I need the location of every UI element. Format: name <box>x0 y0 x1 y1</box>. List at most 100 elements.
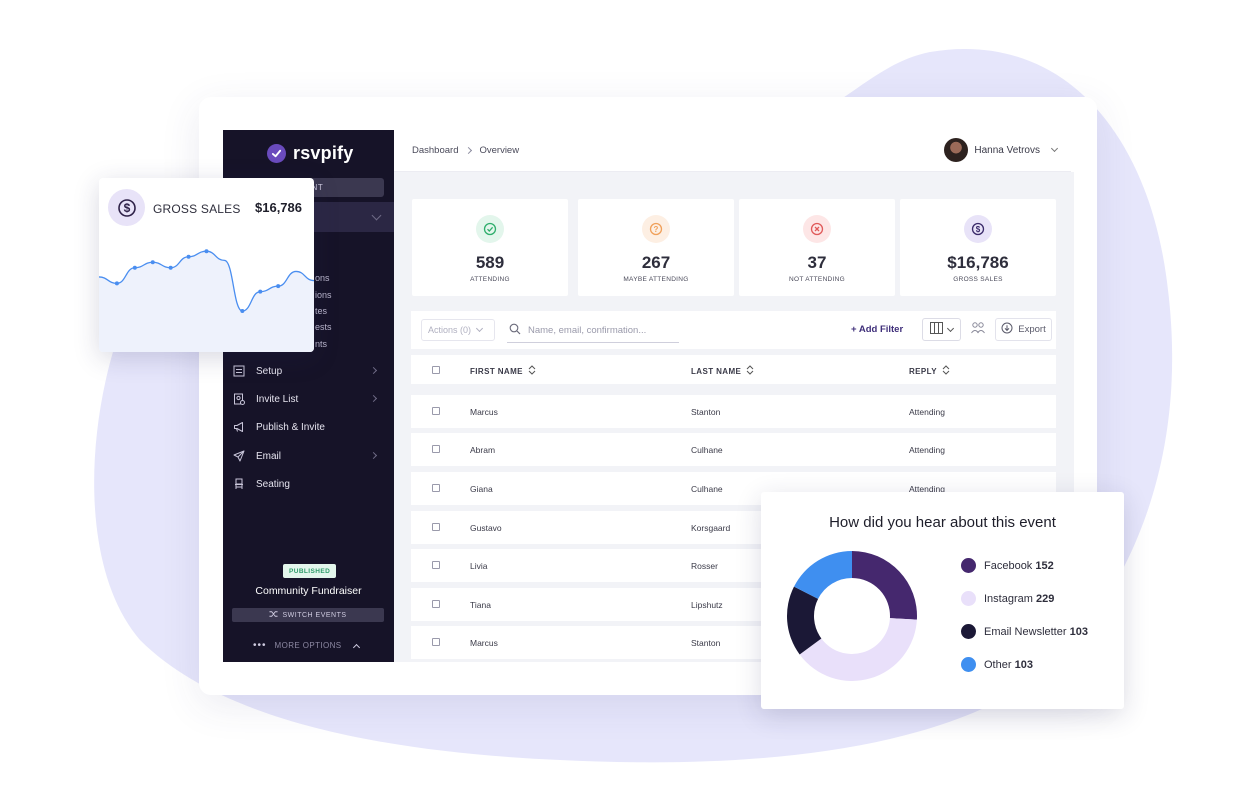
row-checkbox[interactable] <box>432 600 440 608</box>
table-row[interactable]: Abram Culhane Attending <box>411 433 1056 466</box>
chevron-up-icon <box>352 643 360 651</box>
stat-label: ATTENDING <box>470 276 510 283</box>
cell-first-name: Abram <box>470 445 496 455</box>
sliders-icon <box>232 364 246 378</box>
top-bar: Dashboard Overview Hanna Vetrovs <box>394 130 1071 172</box>
cell-last-name: Rosser <box>691 561 718 571</box>
columns-button[interactable] <box>922 318 961 341</box>
legend-label: Email Newsletter <box>984 625 1067 638</box>
legend-label: Instagram <box>984 592 1033 605</box>
more-options-label: MORE OPTIONS <box>274 641 342 650</box>
stat-card-maybe-attending[interactable]: ? 267 MAYBE ATTENDING <box>578 199 734 296</box>
search-input[interactable] <box>528 325 668 336</box>
sidebar-item-setup[interactable]: Setup <box>232 361 382 381</box>
stat-value: 589 <box>475 253 505 272</box>
trend-point <box>186 254 191 259</box>
sidebar-subitem[interactable]: ions <box>315 290 332 300</box>
stat-label: GROSS SALES <box>953 276 1003 283</box>
switch-events-button[interactable]: SWITCH EVENTS <box>232 608 384 622</box>
column-label: REPLY <box>909 366 937 376</box>
sidebar-subitem[interactable]: tes <box>315 306 328 316</box>
trend-point <box>276 284 281 289</box>
table-header: FIRST NAME LAST NAME REPLY <box>411 355 1056 384</box>
sidebar-item-invite-list[interactable]: Invite List <box>232 389 382 409</box>
trend-point <box>168 265 173 270</box>
row-checkbox[interactable] <box>432 445 440 453</box>
cell-reply: Attending <box>909 484 945 494</box>
gross-sales-label: GROSS SALES <box>153 202 241 216</box>
status-badge: PUBLISHED <box>283 564 337 578</box>
group-button[interactable] <box>967 320 989 340</box>
dollar-circle-icon: $ <box>108 189 145 226</box>
select-all-checkbox[interactable] <box>432 366 440 374</box>
add-filter-button[interactable]: + Add Filter <box>851 324 904 335</box>
row-checkbox[interactable] <box>432 484 440 492</box>
chevron-right-icon <box>369 451 378 460</box>
donut-chart <box>787 551 917 681</box>
megaphone-icon <box>232 420 246 434</box>
sidebar-item-label: Invite List <box>256 393 299 405</box>
guest-search <box>507 319 679 343</box>
user-name: Hanna Vetrovs <box>974 144 1040 156</box>
sidebar-item-seating[interactable]: Seating <box>232 474 382 494</box>
sort-icon <box>528 365 536 377</box>
sidebar-item-label: Email <box>256 450 282 462</box>
row-checkbox[interactable] <box>432 407 440 415</box>
cell-first-name: Livia <box>470 561 488 571</box>
donut-slice-email-newsletter[interactable] <box>787 586 822 655</box>
sidebar-item-publish-invite[interactable]: Publish & Invite <box>232 417 382 437</box>
cell-first-name: Giana <box>470 484 493 494</box>
table-row[interactable]: Marcus Stanton Attending <box>411 395 1056 428</box>
donut-slice-other[interactable] <box>793 551 852 599</box>
gross-sales-value: $16,786 <box>255 200 302 215</box>
more-options-button[interactable]: ••• MORE OPTIONS <box>253 640 360 651</box>
row-checkbox[interactable] <box>432 561 440 569</box>
cell-first-name: Marcus <box>470 407 498 417</box>
column-header-first-name[interactable]: FIRST NAME <box>470 365 536 377</box>
stat-label: MAYBE ATTENDING <box>623 276 689 283</box>
chevron-right-icon <box>369 366 378 375</box>
sidebar-subitem[interactable]: ests <box>315 322 332 332</box>
stat-card-gross-sales[interactable]: $ $16,786 GROSS SALES <box>900 199 1056 296</box>
column-header-last-name[interactable]: LAST NAME <box>691 365 754 377</box>
stat-card-attending[interactable]: 589 ATTENDING <box>412 199 568 296</box>
export-button[interactable]: Export <box>995 318 1052 341</box>
stat-value: $16,786 <box>947 253 1009 272</box>
sidebar-item-email[interactable]: Email <box>232 446 382 466</box>
row-checkbox[interactable] <box>432 638 440 646</box>
legend-value: 229 <box>1035 592 1055 605</box>
trend-point <box>204 249 209 254</box>
legend-swatch <box>961 624 976 639</box>
avatar <box>944 138 969 162</box>
chevron-down-icon <box>946 324 955 332</box>
donut-slice-instagram[interactable] <box>799 618 917 681</box>
legend-item-instagram: Instagram 229 <box>961 591 1054 606</box>
column-label: LAST NAME <box>691 366 742 376</box>
chevron-right-icon <box>369 394 378 403</box>
donut-slice-facebook[interactable] <box>852 551 917 620</box>
user-menu[interactable]: Hanna Vetrovs <box>944 138 1059 162</box>
sidebar-item-label: Setup <box>256 365 283 377</box>
sidebar-subitem[interactable]: ons <box>315 273 330 283</box>
breadcrumb-dashboard[interactable]: Dashboard <box>412 145 459 156</box>
legend-label: Facebook <box>984 559 1033 572</box>
brand-logo[interactable]: rsvpify <box>267 143 353 164</box>
stat-value: 267 <box>641 253 671 272</box>
cell-last-name: Stanton <box>691 407 721 417</box>
bulk-actions-dropdown[interactable]: Actions (0) <box>421 319 495 341</box>
cell-last-name: Culhane <box>691 484 723 494</box>
cell-first-name: Marcus <box>470 638 498 648</box>
chevron-right-icon <box>465 146 473 155</box>
stat-card-not-attending[interactable]: 37 NOT ATTENDING <box>739 199 895 296</box>
legend-item-other: Other 103 <box>961 657 1033 672</box>
current-event-name: Community Fundraiser <box>255 585 362 597</box>
dollar-circle-icon: $ <box>964 215 992 243</box>
column-label: FIRST NAME <box>470 366 523 376</box>
switch-events-label: SWITCH EVENTS <box>282 611 347 619</box>
users-icon <box>970 321 986 340</box>
sidebar-subitem[interactable]: nts <box>315 339 328 349</box>
row-checkbox[interactable] <box>432 523 440 531</box>
legend-item-email-newsletter: Email Newsletter 103 <box>961 624 1088 639</box>
column-header-reply[interactable]: REPLY <box>909 365 950 377</box>
stat-label: NOT ATTENDING <box>788 276 846 283</box>
